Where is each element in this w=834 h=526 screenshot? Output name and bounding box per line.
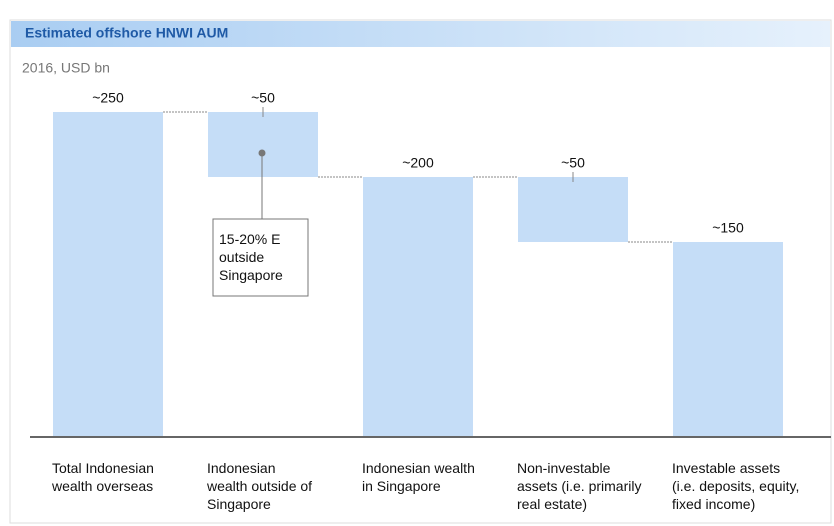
value-label: ~250 [92, 90, 124, 106]
chart-title: Estimated offshore HNWI AUM [25, 25, 228, 41]
subtitle: 2016, USD bn [22, 60, 110, 76]
x-tick-label: Non-investable assets (i.e. primarily re… [517, 460, 642, 512]
bar [208, 112, 318, 177]
annotation-box [212, 218, 309, 297]
value-label: ~50 [561, 155, 585, 171]
bar [518, 177, 628, 242]
x-tick-label: Investable assets (i.e. deposits, equity… [672, 460, 800, 512]
x-tick-label: Total Indonesian wealth overseas [52, 460, 154, 494]
bar [363, 177, 473, 437]
value-label: ~150 [712, 220, 744, 236]
bar [53, 112, 163, 437]
value-label: ~50 [251, 90, 275, 106]
header-band [11, 21, 830, 47]
value-label: ~200 [402, 155, 434, 171]
x-tick-label: Indonesian wealth outside of Singapore [207, 460, 313, 512]
bar [673, 242, 783, 437]
x-tick-label: Indonesian wealth in Singapore [362, 460, 475, 494]
annotation: 15-20% E outside Singapore [219, 231, 283, 283]
